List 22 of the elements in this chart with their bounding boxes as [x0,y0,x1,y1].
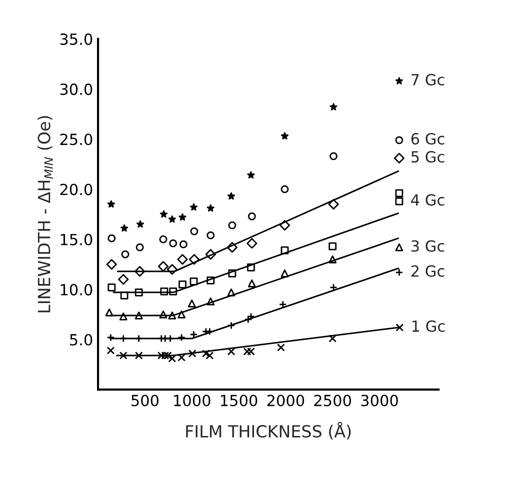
y-tick-label: 20.0 [60,184,92,196]
x-tick-label: 1000 [174,394,210,406]
y-tick-label: 5.0 [70,334,92,346]
y-tick-label: 25.0 [60,134,92,146]
x-tick-label: 1500 [221,394,258,406]
y-tick-label: 35.0 [60,33,92,45]
series-label: 2 Gc [411,265,444,277]
y-axis-title: LINEWIDTH - ΔH$_{MIN}$ (Oe) [37,116,53,312]
series-label: 3 Gc [411,240,444,252]
x-tick-label: 500 [132,394,159,406]
x-axis-title: FILM THICKNESS (Å) [186,422,351,440]
x-tick-label: 2000 [267,394,304,406]
y-tick-label: 15.0 [60,234,92,246]
x-tick-label: 2500 [314,394,352,406]
series-label: 1 Gc [412,320,445,332]
y-tick-label: 10.0 [60,284,92,296]
series-label: 7 Gc [412,74,444,86]
series-label: 6 Gc [411,133,444,145]
x-tick-label: 3000 [361,394,398,406]
series-label: 5 Gc [411,151,444,163]
series-label: 4 Gc [411,194,444,206]
y-tick-label: 30.0 [60,84,92,96]
